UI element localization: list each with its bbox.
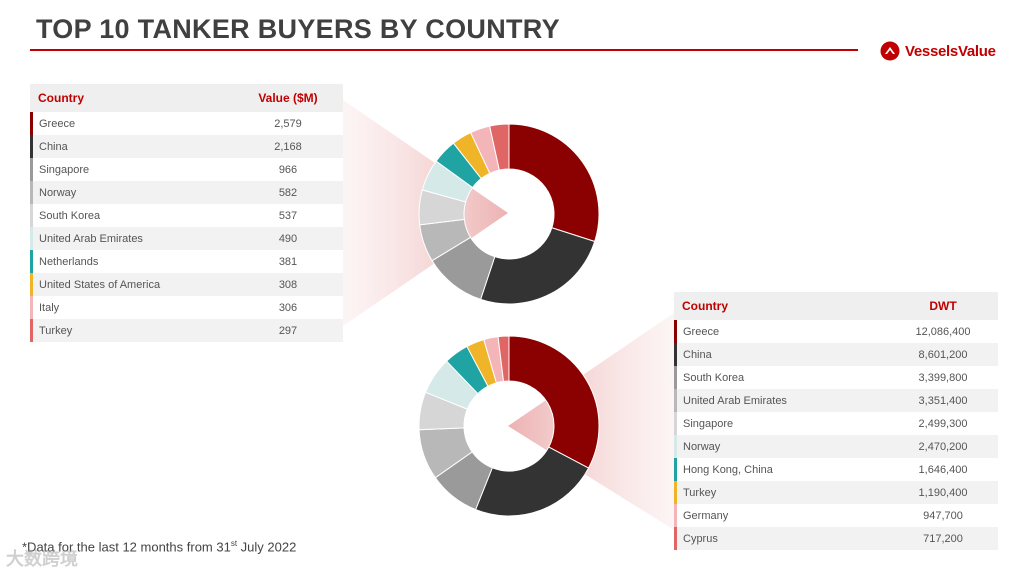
cell-value: 582 <box>278 186 298 199</box>
footnote-tail: July 2022 <box>237 539 297 555</box>
table-row: Cyprus 717,200 <box>674 527 998 550</box>
header-country: Country <box>38 91 84 105</box>
table-header: Country DWT <box>674 292 998 320</box>
table-row: Greece 12,086,400 <box>674 320 998 343</box>
cell-value: 297 <box>278 324 298 337</box>
cell-country: Germany <box>683 509 729 522</box>
table-row: South Korea 537 <box>30 204 343 227</box>
table-row: Greece 2,579 <box>30 112 343 135</box>
cell-country: Singapore <box>39 163 90 176</box>
table-row: South Korea 3,399,800 <box>674 366 998 389</box>
header-dwt: DWT <box>929 299 957 313</box>
table-row: United States of America 308 <box>30 273 343 296</box>
cell-value: 308 <box>278 278 298 291</box>
table-value-by-country: Country Value ($M) Greece 2,579 China 2,168… <box>30 84 343 342</box>
cell-country: United Arab Emirates <box>39 232 143 245</box>
cell-value: 717,200 <box>923 532 963 545</box>
table-row: Turkey 1,190,400 <box>674 481 998 504</box>
cell-value: 947,700 <box>923 509 963 522</box>
donut-slice <box>497 335 510 382</box>
table-row: Italy 306 <box>30 296 343 319</box>
cell-country: South Korea <box>39 209 101 222</box>
table-row: Netherlands 381 <box>30 250 343 273</box>
cell-value: 8,601,200 <box>918 348 968 361</box>
table-row: Hong Kong, China 1,646,400 <box>674 458 998 481</box>
donut-chart-dwt <box>418 335 600 517</box>
table-row: United Arab Emirates 3,351,400 <box>674 389 998 412</box>
cell-country: Greece <box>39 117 76 130</box>
donut-slice <box>474 446 590 517</box>
cell-value: 12,086,400 <box>915 325 971 338</box>
logo-text: VesselsValue <box>905 42 996 60</box>
table-row: United Arab Emirates 490 <box>30 227 343 250</box>
header-value: Value ($M) <box>258 91 318 105</box>
cell-country: Cyprus <box>683 532 718 545</box>
cell-value: 537 <box>278 209 298 222</box>
watermark: 大数跨境 <box>6 549 78 569</box>
cell-value: 2,579 <box>274 117 302 130</box>
title-divider <box>30 49 858 51</box>
cell-value: 3,399,800 <box>918 371 968 384</box>
cell-value: 2,470,200 <box>918 440 968 453</box>
table-row: Singapore 2,499,300 <box>674 412 998 435</box>
cell-country: Greece <box>683 325 720 338</box>
donut-slice <box>508 335 600 469</box>
cell-value: 2,499,300 <box>918 417 968 430</box>
cell-country: Norway <box>683 440 721 453</box>
donut-slice <box>479 227 596 305</box>
cell-country: Turkey <box>683 486 717 499</box>
footnote-text: *Data for the last 12 months from 31 <box>22 539 231 555</box>
cell-country: Italy <box>39 301 60 314</box>
cell-value: 966 <box>278 163 298 176</box>
cell-country: China <box>683 348 712 361</box>
cell-value: 490 <box>278 232 298 245</box>
table-row: Norway 582 <box>30 181 343 204</box>
cell-value: 2,168 <box>274 140 302 153</box>
table-header: Country Value ($M) <box>30 84 343 112</box>
table-row: Singapore 966 <box>30 158 343 181</box>
brand-logo: VesselsValue <box>880 40 996 62</box>
cell-value: 381 <box>278 255 298 268</box>
table-row: Turkey 297 <box>30 319 343 342</box>
table-row: Germany 947,700 <box>674 504 998 527</box>
table-row: Norway 2,470,200 <box>674 435 998 458</box>
cell-country: United Arab Emirates <box>683 394 787 407</box>
cell-country: Singapore <box>683 417 734 430</box>
cell-country: South Korea <box>683 371 745 384</box>
donut-chart-value <box>418 123 600 305</box>
vesselsvalue-logo-icon <box>880 41 900 61</box>
cell-value: 1,646,400 <box>918 463 968 476</box>
cell-value: 1,190,400 <box>918 486 968 499</box>
footnote-sup: st <box>230 539 238 548</box>
table-row: China 8,601,200 <box>674 343 998 366</box>
cell-country: Netherlands <box>39 255 99 268</box>
cell-value: 306 <box>278 301 298 314</box>
header-country: Country <box>682 299 728 313</box>
donut-slice <box>508 123 600 243</box>
table-dwt-by-country: Country DWT Greece 12,086,400 China 8,601,2… <box>674 292 998 550</box>
footnote: *Data for the last 12 months from 31st J… <box>22 539 296 554</box>
donut-slice <box>489 123 510 171</box>
table-row: China 2,168 <box>30 135 343 158</box>
cell-country: China <box>39 140 68 153</box>
cell-country: United States of America <box>39 278 161 291</box>
cell-country: Turkey <box>39 324 73 337</box>
page-title: TOP 10 TANKER BUYERS BY COUNTRY <box>36 14 560 44</box>
cell-country: Norway <box>39 186 77 199</box>
cell-country: Hong Kong, China <box>683 463 773 476</box>
cell-value: 3,351,400 <box>918 394 968 407</box>
